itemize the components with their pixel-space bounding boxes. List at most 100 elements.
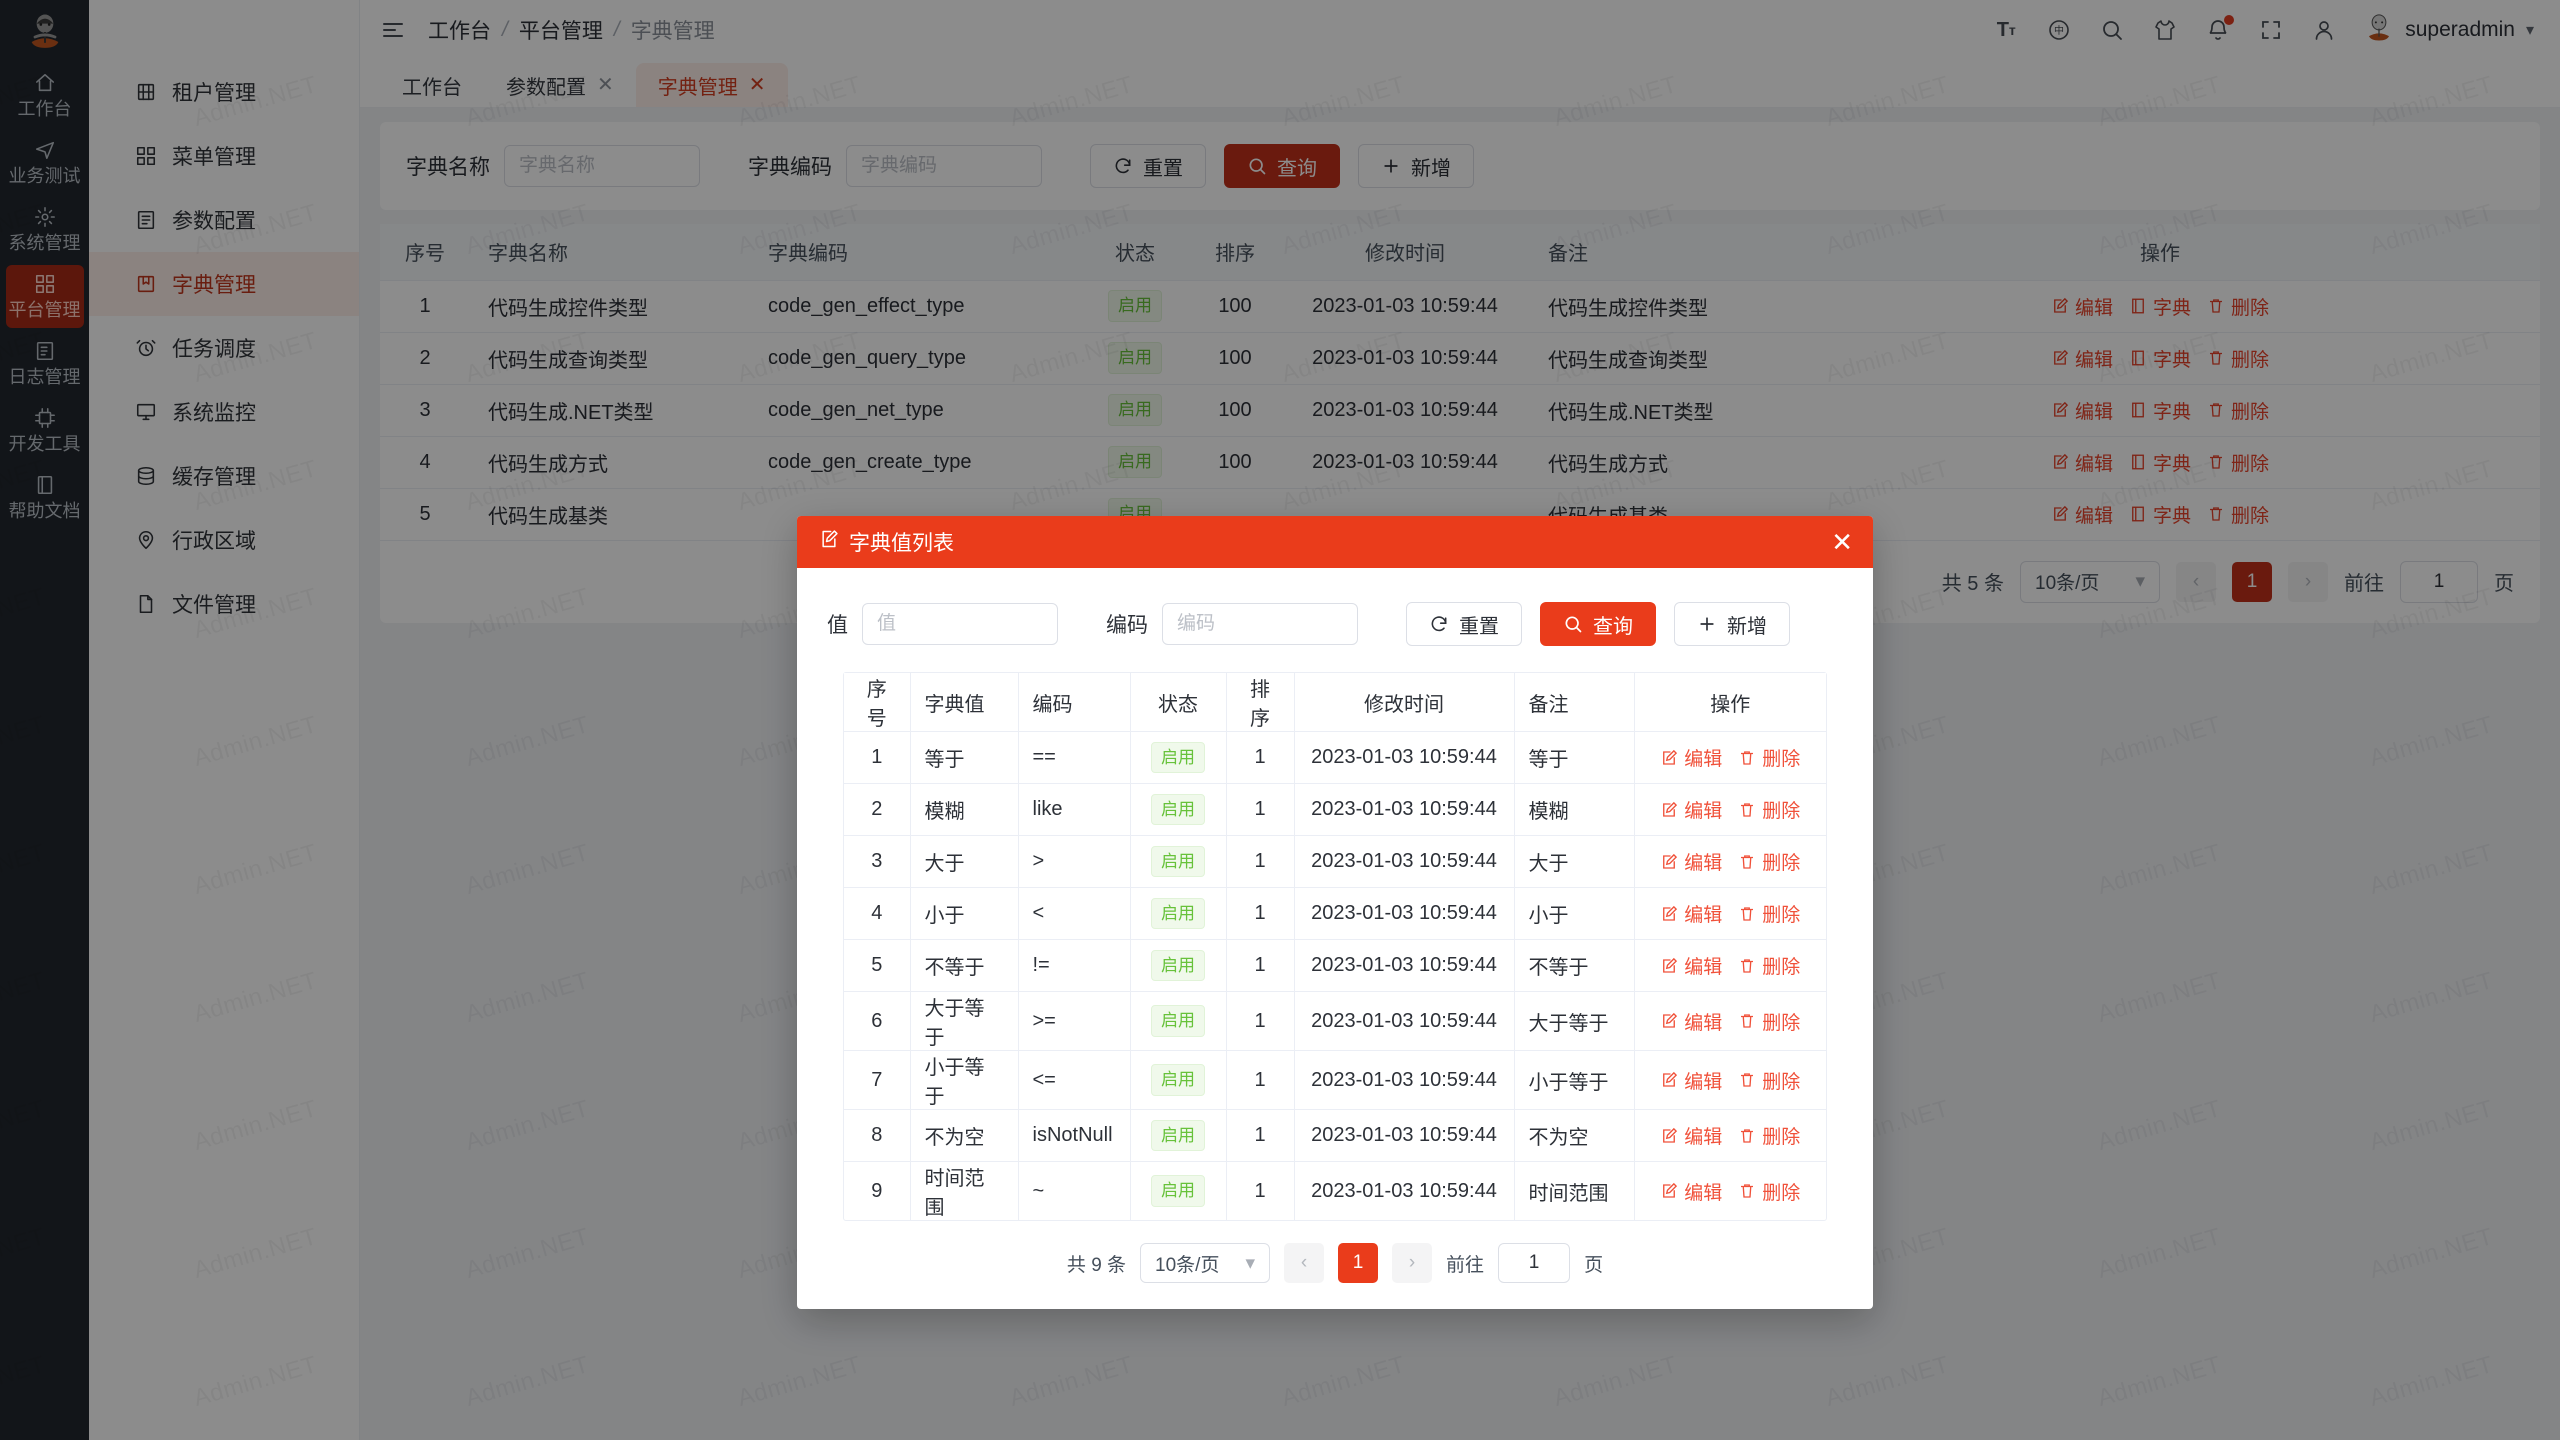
user-menu[interactable]: superadmin ▾ bbox=[2364, 13, 2534, 48]
row-dict-button[interactable]: 字典 bbox=[2129, 397, 2191, 424]
submenu-item-5[interactable]: 系统监控 bbox=[89, 380, 359, 444]
modal-row-delete-button[interactable]: 删除 bbox=[1738, 900, 1800, 927]
modal-table-row[interactable]: 5 不等于 != 启用 1 2023-01-03 10:59:44 不等于 编辑 删除 bbox=[844, 939, 1826, 992]
breadcrumb-item-0[interactable]: 工作台 bbox=[428, 20, 491, 43]
next-page-button[interactable]: › bbox=[2288, 561, 2328, 602]
submenu-item-6[interactable]: 缓存管理 bbox=[89, 444, 359, 508]
goto-page-input[interactable] bbox=[2400, 560, 2478, 603]
row-delete-button[interactable]: 删除 bbox=[2207, 449, 2269, 476]
row-edit-button[interactable]: 编辑 bbox=[2051, 397, 2113, 424]
modal-code-input[interactable] bbox=[1162, 603, 1358, 645]
page-size-select[interactable]: 10条/页 ▾ bbox=[2020, 560, 2160, 603]
row-delete-button[interactable]: 删除 bbox=[2207, 501, 2269, 528]
modal-row-edit-button[interactable]: 编辑 bbox=[1660, 1178, 1722, 1205]
modal-table-row[interactable]: 9 时间范围 ~ 启用 1 2023-01-03 10:59:44 时间范围 编辑 删除 bbox=[844, 1161, 1826, 1220]
rail-item-2[interactable]: 系统管理 bbox=[6, 198, 84, 261]
reset-button[interactable]: 重置 bbox=[1090, 144, 1206, 188]
row-dict-button[interactable]: 字典 bbox=[2129, 345, 2191, 372]
modal-table-row[interactable]: 6 大于等于 >= 启用 1 2023-01-03 10:59:44 大于等于 编辑 删除 bbox=[844, 991, 1826, 1051]
tab-close-icon[interactable]: ✕ bbox=[748, 74, 766, 96]
row-delete-button[interactable]: 删除 bbox=[2207, 293, 2269, 320]
tab-0[interactable]: 工作台 bbox=[380, 63, 484, 107]
modal-row-edit-button[interactable]: 编辑 bbox=[1660, 952, 1722, 979]
modal-row-delete-button[interactable]: 删除 bbox=[1738, 848, 1800, 875]
submenu-item-7[interactable]: 行政区域 bbox=[89, 508, 359, 572]
row-dict-button[interactable]: 字典 bbox=[2129, 449, 2191, 476]
language-icon[interactable]: 中 bbox=[2046, 17, 2072, 43]
submenu-item-2[interactable]: 参数配置 bbox=[89, 188, 359, 252]
modal-row-delete-button[interactable]: 删除 bbox=[1738, 1178, 1800, 1205]
modal-cell-code: > bbox=[1018, 835, 1131, 888]
row-delete-button[interactable]: 删除 bbox=[2207, 345, 2269, 372]
search-icon[interactable] bbox=[2099, 17, 2125, 43]
tab-close-icon[interactable]: ✕ bbox=[597, 74, 614, 96]
submenu-item-3[interactable]: 字典管理 bbox=[89, 252, 359, 316]
modal-row-edit-button[interactable]: 编辑 bbox=[1660, 744, 1722, 771]
row-edit-button[interactable]: 编辑 bbox=[2051, 501, 2113, 528]
submenu-item-4[interactable]: 任务调度 bbox=[89, 316, 359, 380]
submenu-item-8[interactable]: 文件管理 bbox=[89, 572, 359, 636]
account-icon[interactable] bbox=[2311, 17, 2337, 43]
prev-page-button[interactable]: ‹ bbox=[2176, 561, 2216, 602]
rail-item-1[interactable]: 业务测试 bbox=[6, 131, 84, 194]
modal-row-delete-button[interactable]: 删除 bbox=[1738, 1122, 1800, 1149]
dict-code-input[interactable] bbox=[846, 145, 1042, 187]
rail-item-3[interactable]: 平台管理 bbox=[5, 265, 84, 328]
row-dict-button[interactable]: 字典 bbox=[2129, 293, 2191, 320]
modal-value-input[interactable] bbox=[862, 603, 1058, 645]
modal-prev-page-button[interactable]: ‹ bbox=[1284, 1243, 1325, 1283]
row-dict-button[interactable]: 字典 bbox=[2129, 501, 2191, 528]
modal-row-delete-button[interactable]: 删除 bbox=[1738, 1067, 1800, 1094]
rail-item-5[interactable]: 开发工具 bbox=[6, 399, 84, 462]
add-button[interactable]: 新增 bbox=[1358, 144, 1474, 188]
modal-row-delete-button[interactable]: 删除 bbox=[1738, 744, 1800, 771]
query-button[interactable]: 查询 bbox=[1224, 144, 1340, 188]
submenu-item-1[interactable]: 菜单管理 bbox=[89, 124, 359, 188]
modal-add-button[interactable]: 新增 bbox=[1674, 602, 1790, 646]
row-delete-button[interactable]: 删除 bbox=[2207, 397, 2269, 424]
dict-name-input[interactable] bbox=[504, 145, 700, 187]
submenu-item-0[interactable]: 租户管理 bbox=[89, 60, 359, 124]
modal-page-number-1[interactable]: 1 bbox=[1338, 1243, 1379, 1283]
menu-collapse-icon[interactable] bbox=[380, 17, 406, 43]
modal-row-edit-button[interactable]: 编辑 bbox=[1660, 1122, 1722, 1149]
row-edit-button[interactable]: 编辑 bbox=[2051, 345, 2113, 372]
notification-icon[interactable] bbox=[2205, 15, 2235, 43]
modal-row-delete-button[interactable]: 删除 bbox=[1738, 952, 1800, 979]
modal-table-row[interactable]: 1 等于 == 启用 1 2023-01-03 10:59:44 等于 编辑 删除 bbox=[844, 731, 1826, 784]
modal-page-size-select[interactable]: 10条/页 ▾ bbox=[1140, 1243, 1271, 1283]
modal-row-edit-button[interactable]: 编辑 bbox=[1660, 900, 1722, 927]
modal-query-button[interactable]: 查询 bbox=[1540, 602, 1656, 646]
tab-1[interactable]: 参数配置 ✕ bbox=[484, 63, 636, 107]
modal-reset-button[interactable]: 重置 bbox=[1406, 602, 1522, 646]
breadcrumb-item-1[interactable]: 平台管理 bbox=[518, 20, 603, 43]
modal-row-edit-button[interactable]: 编辑 bbox=[1660, 796, 1722, 823]
modal-table-row[interactable]: 4 小于 < 启用 1 2023-01-03 10:59:44 小于 编辑 删除 bbox=[844, 887, 1826, 940]
close-icon[interactable]: ✕ bbox=[1831, 527, 1853, 557]
theme-icon[interactable] bbox=[2152, 17, 2178, 43]
modal-table-row[interactable]: 2 模糊 like 启用 1 2023-01-03 10:59:44 模糊 编辑 删除 bbox=[844, 783, 1826, 836]
modal-goto-page-input[interactable] bbox=[1498, 1243, 1571, 1283]
rail-item-4[interactable]: 日志管理 bbox=[6, 332, 84, 395]
table-row[interactable]: 1 代码生成控件类型 code_gen_effect_type 启用 100 2023-0… bbox=[380, 280, 2540, 333]
modal-next-page-button[interactable]: › bbox=[1392, 1243, 1433, 1283]
modal-row-edit-button[interactable]: 编辑 bbox=[1660, 1067, 1722, 1094]
modal-table-row[interactable]: 7 小于等于 <= 启用 1 2023-01-03 10:59:44 小于等于 编辑 删除 bbox=[844, 1050, 1826, 1110]
tab-2[interactable]: 字典管理 ✕ bbox=[635, 63, 788, 107]
table-row[interactable]: 2 代码生成查询类型 code_gen_query_type 启用 100 2023-01… bbox=[380, 332, 2540, 385]
modal-table-row[interactable]: 8 不为空 isNotNull 启用 1 2023-01-03 10:59:44 不为空 编辑… bbox=[844, 1109, 1826, 1162]
modal-row-edit-button[interactable]: 编辑 bbox=[1660, 1008, 1722, 1035]
modal-table-row[interactable]: 3 大于 > 启用 1 2023-01-03 10:59:44 大于 编辑 删除 bbox=[844, 835, 1826, 888]
rail-item-6[interactable]: 帮助文档 bbox=[6, 466, 84, 529]
row-edit-button[interactable]: 编辑 bbox=[2051, 449, 2113, 476]
row-edit-button[interactable]: 编辑 bbox=[2051, 293, 2113, 320]
table-row[interactable]: 3 代码生成.NET类型 code_gen_net_type 启用 100 2023-01… bbox=[380, 384, 2540, 437]
table-row[interactable]: 4 代码生成方式 code_gen_create_type 启用 100 2023-01-… bbox=[380, 436, 2540, 489]
rail-item-0[interactable]: 工作台 bbox=[6, 64, 84, 127]
modal-row-delete-button[interactable]: 删除 bbox=[1738, 1008, 1800, 1035]
modal-row-edit-button[interactable]: 编辑 bbox=[1660, 848, 1722, 875]
page-number-1[interactable]: 1 bbox=[2232, 561, 2272, 602]
modal-row-delete-button[interactable]: 删除 bbox=[1738, 796, 1800, 823]
fullscreen-icon[interactable] bbox=[2258, 17, 2284, 43]
